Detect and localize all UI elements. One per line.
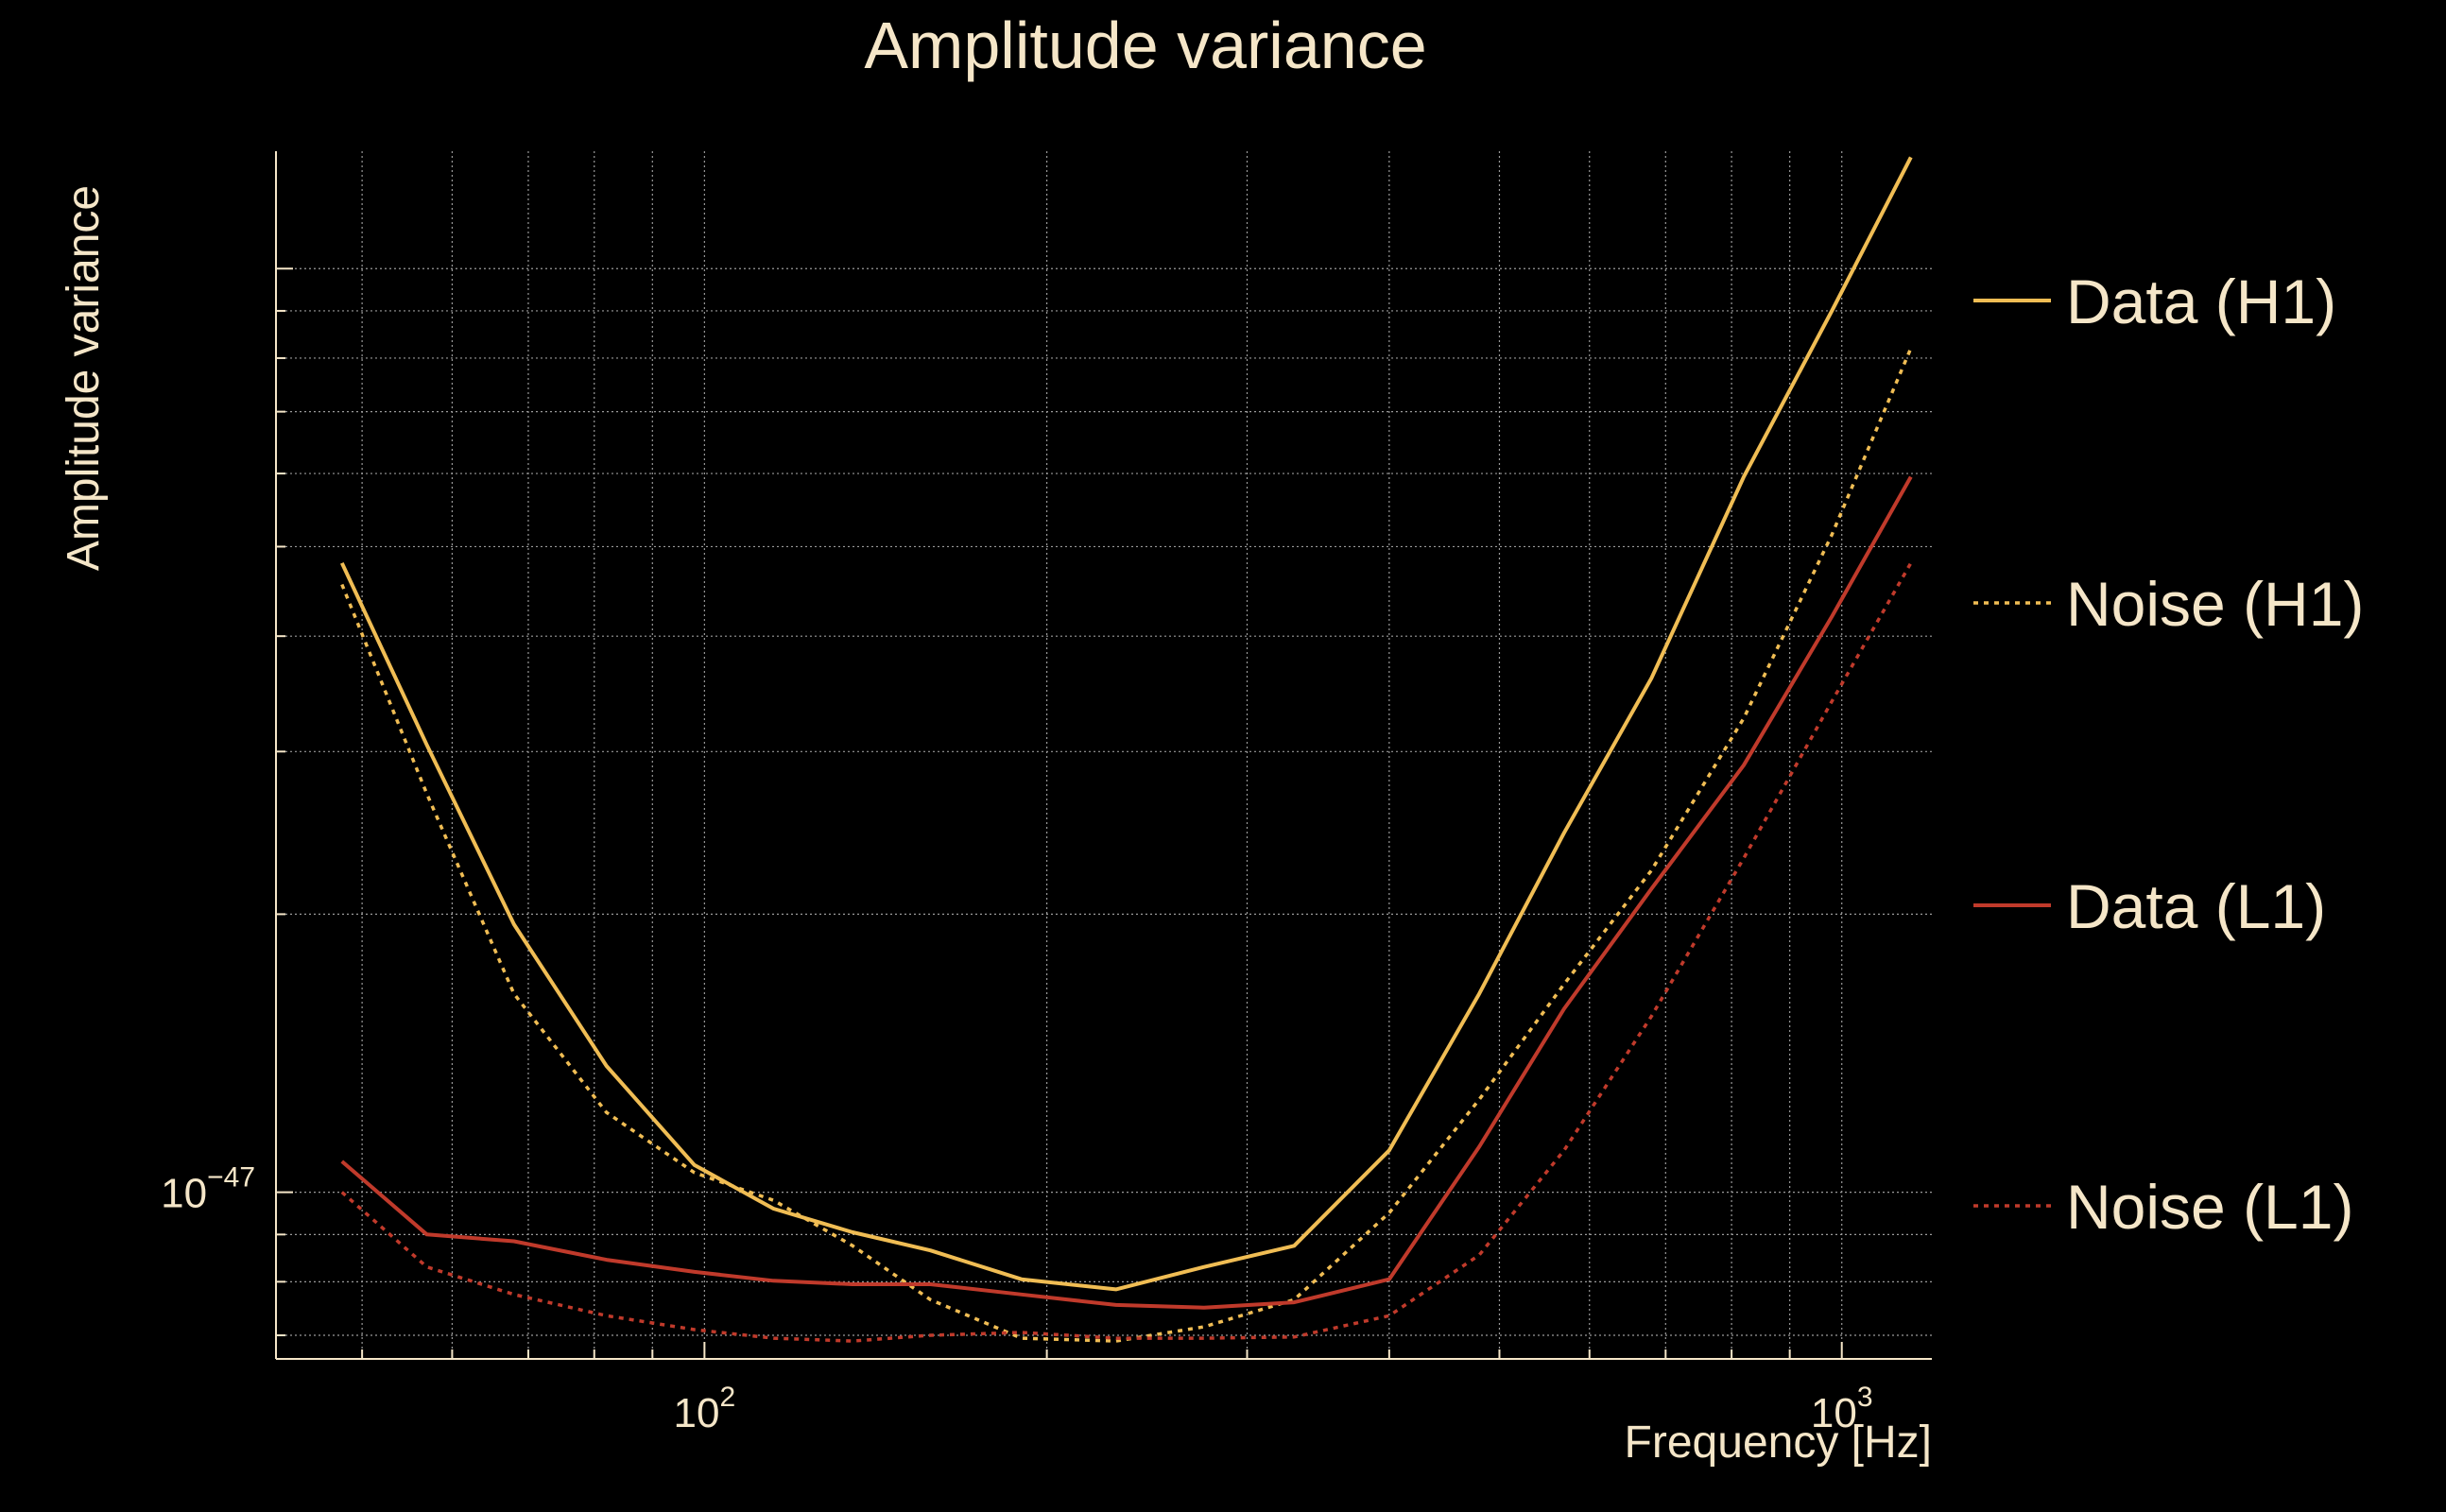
legend-label-3: Data (L1): [2066, 871, 2326, 941]
grid-lines: [276, 151, 1932, 1359]
chart-title: Amplitude variance: [864, 9, 1426, 82]
legend: Data (H1) Noise (H1) Data (L1) Noise (L1): [1973, 266, 2364, 1242]
series-line-2: [340, 347, 1913, 1343]
legend-label-1: Data (H1): [2066, 266, 2336, 336]
series-line-1: [339, 156, 1913, 1292]
x-tick-label: 103: [1811, 1382, 1873, 1436]
plot-axes: [275, 151, 1932, 1360]
legend-label-2: Noise (H1): [2066, 569, 2364, 639]
y-tick-labels: 10−47: [161, 1162, 255, 1217]
series-line-3: [340, 475, 1913, 1310]
legend-label-4: Noise (L1): [2066, 1172, 2353, 1242]
y-tick-label: 10−47: [161, 1162, 255, 1217]
series-lines: [339, 156, 1913, 1343]
series-line-4: [340, 561, 1913, 1343]
x-tick-labels: 102 103: [674, 1382, 1873, 1436]
x-tick-label: 102: [674, 1382, 736, 1436]
x-axis-label: Frequency [Hz]: [1625, 1418, 1932, 1468]
y-axis-label: Amplitude variance: [59, 185, 109, 571]
